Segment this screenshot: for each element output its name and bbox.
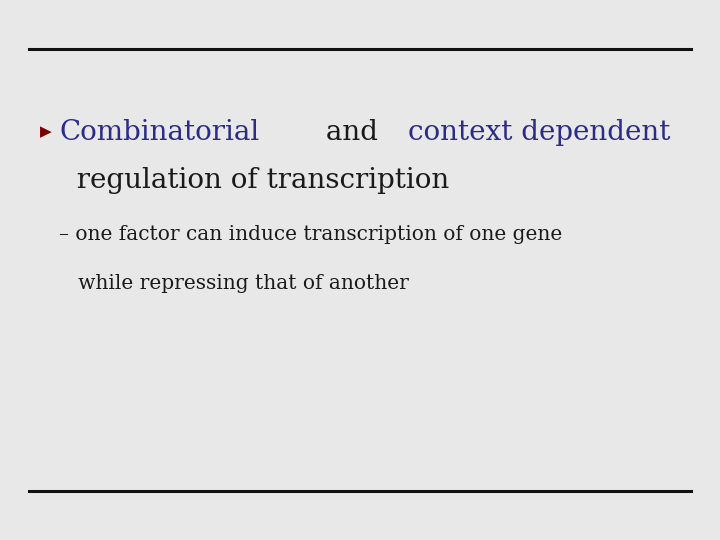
Text: ▶: ▶ [40,125,51,139]
Text: and: and [318,119,387,146]
Text: Combinatorial: Combinatorial [59,119,259,146]
Text: regulation of transcription: regulation of transcription [59,167,449,194]
Text: – one factor can induce transcription of one gene: – one factor can induce transcription of… [59,225,562,245]
Text: while repressing that of another: while repressing that of another [59,274,409,293]
Text: context dependent: context dependent [408,119,670,146]
